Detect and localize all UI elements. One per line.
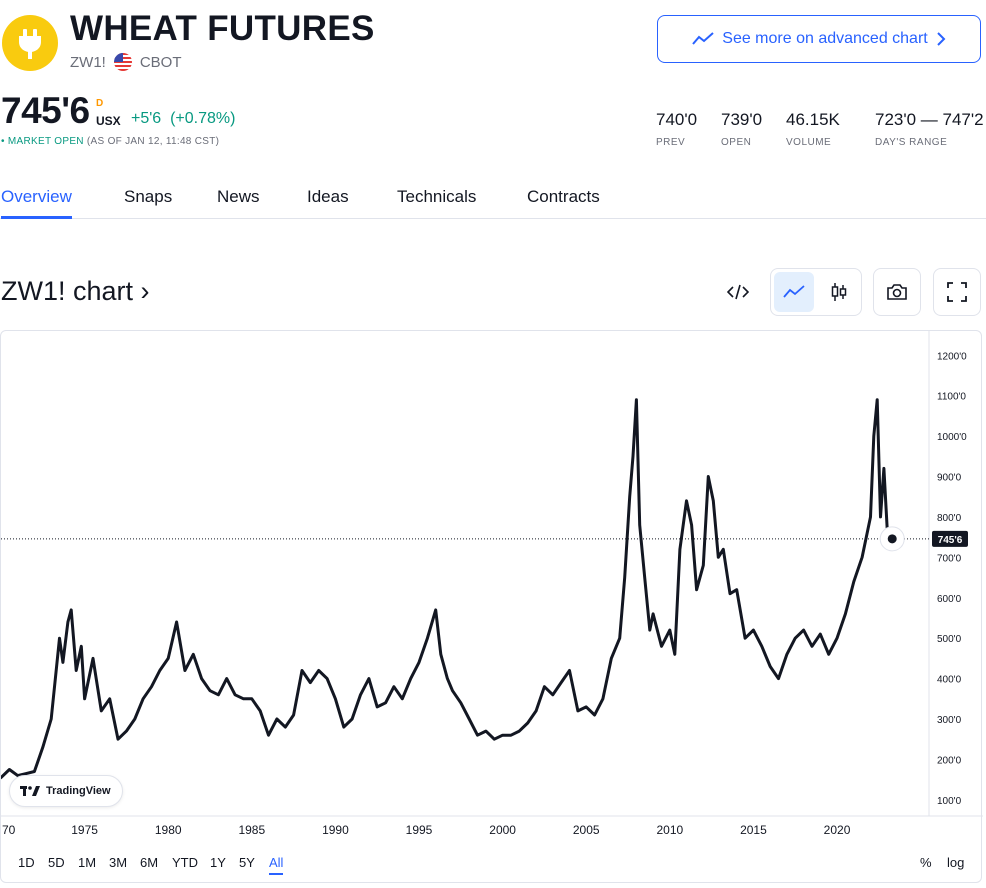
tab-snaps[interactable]: Snaps bbox=[124, 187, 173, 206]
watermark-text: TradingView bbox=[46, 785, 111, 797]
stat-value: 46.15K bbox=[786, 110, 840, 129]
tab-contracts[interactable]: Contracts bbox=[527, 187, 600, 206]
fullscreen-button[interactable] bbox=[933, 268, 981, 316]
stat-label: DAY'S RANGE bbox=[875, 137, 948, 148]
tab-technicals[interactable]: Technicals bbox=[397, 187, 477, 206]
stat-value: 739'0 bbox=[721, 110, 763, 129]
currency-label: USX bbox=[96, 114, 121, 128]
tab-overview[interactable]: Overview bbox=[1, 187, 72, 219]
x-tick-label: 2005 bbox=[573, 823, 600, 837]
embed-code-button[interactable] bbox=[714, 268, 762, 316]
line-chart-icon bbox=[783, 285, 805, 298]
x-tick-label: 2015 bbox=[740, 823, 767, 837]
candle-style-button[interactable] bbox=[819, 272, 859, 312]
y-tick-label: 900'0 bbox=[937, 473, 962, 484]
market-open-label: MARKET OPEN bbox=[7, 136, 84, 147]
x-tick-label: 1975 bbox=[71, 823, 98, 837]
chart-title-link[interactable]: ZW1! chart › bbox=[1, 276, 150, 306]
timeframe-5y[interactable]: 5Y bbox=[239, 855, 255, 870]
y-tick-label: 1000'0 bbox=[937, 432, 967, 443]
price-series-line bbox=[1, 398, 894, 780]
wheat-logo bbox=[2, 15, 58, 71]
tab-ideas[interactable]: Ideas bbox=[307, 187, 349, 206]
y-tick-label: 800'0 bbox=[937, 513, 962, 524]
y-tick-label: 400'0 bbox=[937, 675, 962, 686]
camera-icon bbox=[887, 284, 907, 300]
symbol-label: ZW1! bbox=[70, 53, 106, 71]
market-status: • MARKET OPEN (AS OF JAN 12, 11:48 CST) bbox=[1, 136, 219, 147]
stat-value: 723'0 — 747'2 bbox=[875, 110, 984, 129]
instrument-title: WHEAT FUTURES bbox=[70, 9, 375, 48]
change-pct: (+0.78%) bbox=[170, 110, 236, 127]
stat-open: 739'0 OPEN bbox=[721, 110, 762, 148]
x-tick-label: 1985 bbox=[238, 823, 265, 837]
snapshot-button[interactable] bbox=[873, 268, 921, 316]
price-chart[interactable]: 1200'0 1100'0 1000'0 900'0 800'0 700'0 600'0 50… bbox=[1, 331, 983, 843]
timeframe-all[interactable]: All bbox=[269, 855, 284, 875]
last-price-badge-label: 745'6 bbox=[938, 535, 963, 546]
chevron-right-icon bbox=[937, 32, 946, 46]
y-tick-label: 200'0 bbox=[937, 755, 962, 766]
y-tick-label: 100'0 bbox=[937, 796, 962, 807]
percent-scale-toggle[interactable]: % bbox=[920, 855, 932, 870]
tradingview-watermark[interactable]: TradingView bbox=[9, 775, 123, 807]
stat-value: 740'0 bbox=[656, 110, 698, 129]
last-point-marker bbox=[887, 534, 897, 544]
stat-volume: 46.15K VOLUME bbox=[786, 110, 840, 148]
stat-prev: 740'0 PREV bbox=[656, 110, 697, 148]
candlestick-icon bbox=[831, 283, 847, 301]
y-tick-label: 600'0 bbox=[937, 594, 962, 605]
code-icon bbox=[727, 284, 749, 300]
advanced-chart-button[interactable]: See more on advanced chart bbox=[657, 15, 981, 63]
as-of-label: (AS OF JAN 12, 11:48 CST) bbox=[86, 136, 220, 147]
section-tabs: Overview Snaps News Ideas Technicals Con… bbox=[0, 178, 986, 219]
timeframe-3m[interactable]: 3M bbox=[109, 855, 128, 870]
x-tick-label: 2010 bbox=[656, 823, 683, 837]
x-tick-label: 2000 bbox=[489, 823, 516, 837]
chart-style-toggle bbox=[770, 268, 862, 316]
price-change: +5'6 (+0.78%) bbox=[131, 110, 235, 128]
timeframe-ytd[interactable]: YTD bbox=[172, 855, 198, 870]
timeframe-1d[interactable]: 1D bbox=[18, 855, 35, 870]
instrument-subtitle: ZW1! CBOT bbox=[70, 53, 182, 71]
stat-label: VOLUME bbox=[786, 137, 832, 148]
y-tick-label: 1200'0 bbox=[937, 351, 967, 362]
stat-label: OPEN bbox=[721, 137, 752, 148]
exchange-label: CBOT bbox=[139, 53, 182, 71]
timeframe-6m[interactable]: 6M bbox=[140, 855, 159, 870]
log-scale-toggle[interactable]: log bbox=[947, 855, 965, 870]
timeframe-1m[interactable]: 1M bbox=[78, 855, 97, 870]
change-abs: +5'6 bbox=[131, 110, 162, 127]
x-tick-label: 1990 bbox=[322, 823, 349, 837]
timeframe-1y[interactable]: 1Y bbox=[210, 855, 226, 870]
x-tick-label: 1995 bbox=[406, 823, 433, 837]
us-flag-icon bbox=[113, 53, 132, 71]
y-tick-label: 500'0 bbox=[937, 634, 962, 645]
y-tick-label: 700'0 bbox=[937, 553, 962, 564]
y-tick-label: 1100'0 bbox=[937, 392, 966, 403]
fullscreen-icon bbox=[947, 282, 967, 302]
y-tick-label: 300'0 bbox=[937, 715, 962, 726]
timeframe-5d[interactable]: 5D bbox=[48, 855, 65, 870]
x-tick-label: 1980 bbox=[155, 823, 182, 837]
x-tick-label: 70 bbox=[2, 823, 16, 837]
trend-line-icon bbox=[692, 32, 714, 45]
stat-days-range: 723'0 — 747'2 DAY'S RANGE bbox=[875, 110, 984, 148]
x-tick-label: 2020 bbox=[824, 823, 851, 837]
tab-news[interactable]: News bbox=[217, 187, 260, 206]
chart-container bbox=[0, 330, 982, 883]
line-style-button[interactable] bbox=[774, 272, 814, 312]
delay-indicator: D bbox=[96, 98, 104, 109]
status-dot-icon: • bbox=[1, 136, 5, 147]
stat-label: PREV bbox=[656, 137, 686, 148]
last-price-badge bbox=[932, 530, 968, 547]
tradingview-logo-icon bbox=[20, 786, 40, 796]
last-price: 745'6 bbox=[1, 90, 90, 131]
advanced-chart-label: See more on advanced chart bbox=[722, 30, 928, 47]
